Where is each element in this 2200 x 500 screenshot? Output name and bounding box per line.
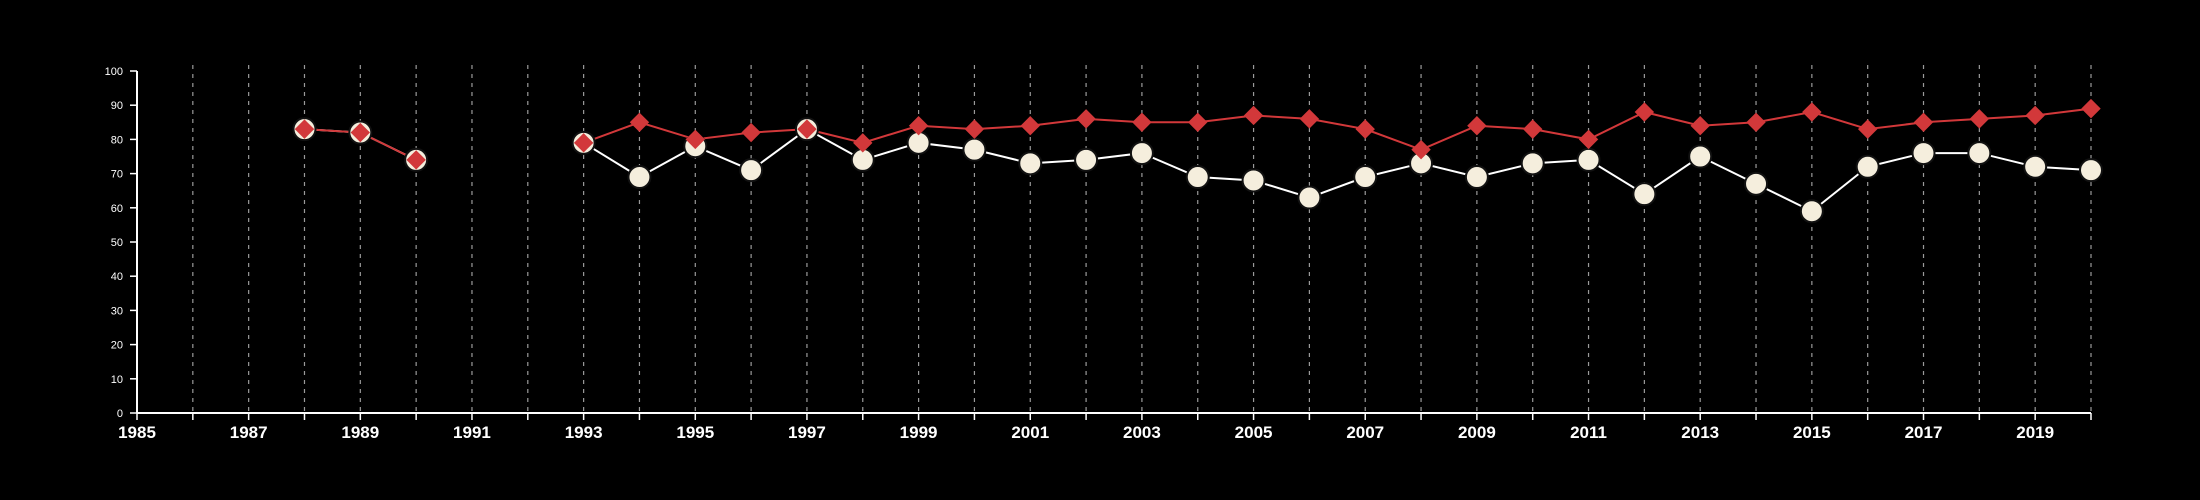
data-point-diamond <box>1969 109 1990 129</box>
data-point-diamond <box>1802 102 1822 122</box>
y-tick-label: 20 <box>111 340 123 352</box>
x-tick-label: 1991 <box>453 423 491 442</box>
data-point-diamond <box>853 133 873 153</box>
data-point-circle <box>739 158 764 183</box>
data-point-diamond <box>1578 129 1599 150</box>
data-point-diamond <box>406 150 426 170</box>
x-tick-label: 1997 <box>788 423 826 442</box>
data-point-circle <box>962 137 987 162</box>
data-point-diamond <box>964 119 985 139</box>
data-point-diamond <box>1690 116 1710 136</box>
data-point-diamond <box>629 112 650 133</box>
data-point-diamond <box>1411 139 1431 160</box>
data-point-diamond <box>1634 102 1655 122</box>
x-tick-label: 2007 <box>1346 423 1384 442</box>
x-tick-label: 2019 <box>2016 423 2054 442</box>
series <box>292 98 2103 224</box>
data-point-circle <box>1855 154 1880 179</box>
data-point-circle <box>627 165 652 190</box>
data-point-circle <box>1911 141 1936 166</box>
y-tick-label: 70 <box>111 169 123 181</box>
data-point-diamond <box>350 122 371 143</box>
data-point-diamond <box>2025 105 2045 126</box>
y-tick-label: 80 <box>111 134 123 146</box>
data-point-circle <box>1632 182 1657 207</box>
data-point-circle <box>1576 147 1601 172</box>
data-point-diamond <box>1467 116 1487 136</box>
data-point-diamond <box>1523 119 1543 139</box>
data-point-circle <box>1744 171 1769 196</box>
x-tick-label: 2003 <box>1123 423 1161 442</box>
data-point-circle <box>1799 199 1824 224</box>
data-point-circle <box>1185 165 1210 190</box>
data-point-diamond <box>741 122 761 143</box>
x-tick-label: 2013 <box>1681 423 1719 442</box>
data-point-circle <box>1018 151 1043 176</box>
data-point-circle <box>2079 158 2103 183</box>
data-point-diamond <box>1132 112 1152 133</box>
data-point-circle <box>1967 141 1992 166</box>
x-tick-label: 1999 <box>900 423 938 442</box>
data-point-diamond <box>1020 116 1040 136</box>
x-tick-label: 2001 <box>1011 423 1049 442</box>
data-point-circle <box>1688 144 1713 169</box>
y-tick-label: 0 <box>117 408 123 420</box>
data-point-diamond <box>908 116 929 136</box>
x-tick-label: 2009 <box>1458 423 1496 442</box>
data-point-diamond <box>294 119 315 139</box>
data-point-diamond <box>1299 109 1320 129</box>
data-point-circle <box>1241 168 1266 193</box>
y-tick-label: 90 <box>111 100 123 112</box>
y-tick-label: 30 <box>111 305 123 317</box>
data-point-circle <box>1129 141 1154 166</box>
x-tick-label: 1993 <box>565 423 603 442</box>
x-tick-label: 1989 <box>341 423 379 442</box>
data-point-diamond <box>1355 119 1375 139</box>
x-tick-label: 1985 <box>118 423 156 442</box>
x-tick-label: 2015 <box>1793 423 1831 442</box>
data-point-circle <box>1520 151 1545 176</box>
x-tick-label: 2005 <box>1235 423 1273 442</box>
series-diamond-line <box>583 107 2092 151</box>
data-point-circle <box>1353 165 1378 190</box>
series-circle-line <box>583 127 2092 213</box>
y-tick-label: 60 <box>111 203 123 215</box>
y-tick-label: 50 <box>111 237 123 249</box>
data-point-circle <box>1464 165 1489 190</box>
y-tick-label: 10 <box>111 374 123 386</box>
axes: 0 10 20 30 40 50 60 70 80 90 100 1985 1987 1989 1991 19… <box>105 66 2092 442</box>
data-point-diamond <box>1076 109 1096 129</box>
data-point-circle <box>1297 185 1322 210</box>
data-point-diamond <box>1243 105 1264 126</box>
y-tick-label: 100 <box>105 66 123 78</box>
data-point-diamond <box>797 119 817 139</box>
data-point-diamond <box>685 129 705 150</box>
y-tick-label: 40 <box>111 271 123 283</box>
x-tick-label: 2011 <box>1570 423 1607 442</box>
x-tick-label: 1987 <box>230 423 268 442</box>
data-point-diamond <box>1746 112 1766 133</box>
data-point-diamond <box>2081 98 2101 119</box>
data-point-diamond <box>1913 112 1934 133</box>
data-point-circle <box>2023 154 2048 179</box>
x-tick-label: 2017 <box>1905 423 1943 442</box>
data-point-diamond <box>1857 119 1878 139</box>
data-point-diamond <box>1188 112 1208 133</box>
x-tick-label: 1995 <box>676 423 714 442</box>
data-point-circle <box>1074 147 1099 172</box>
data-point-diamond <box>573 133 594 153</box>
